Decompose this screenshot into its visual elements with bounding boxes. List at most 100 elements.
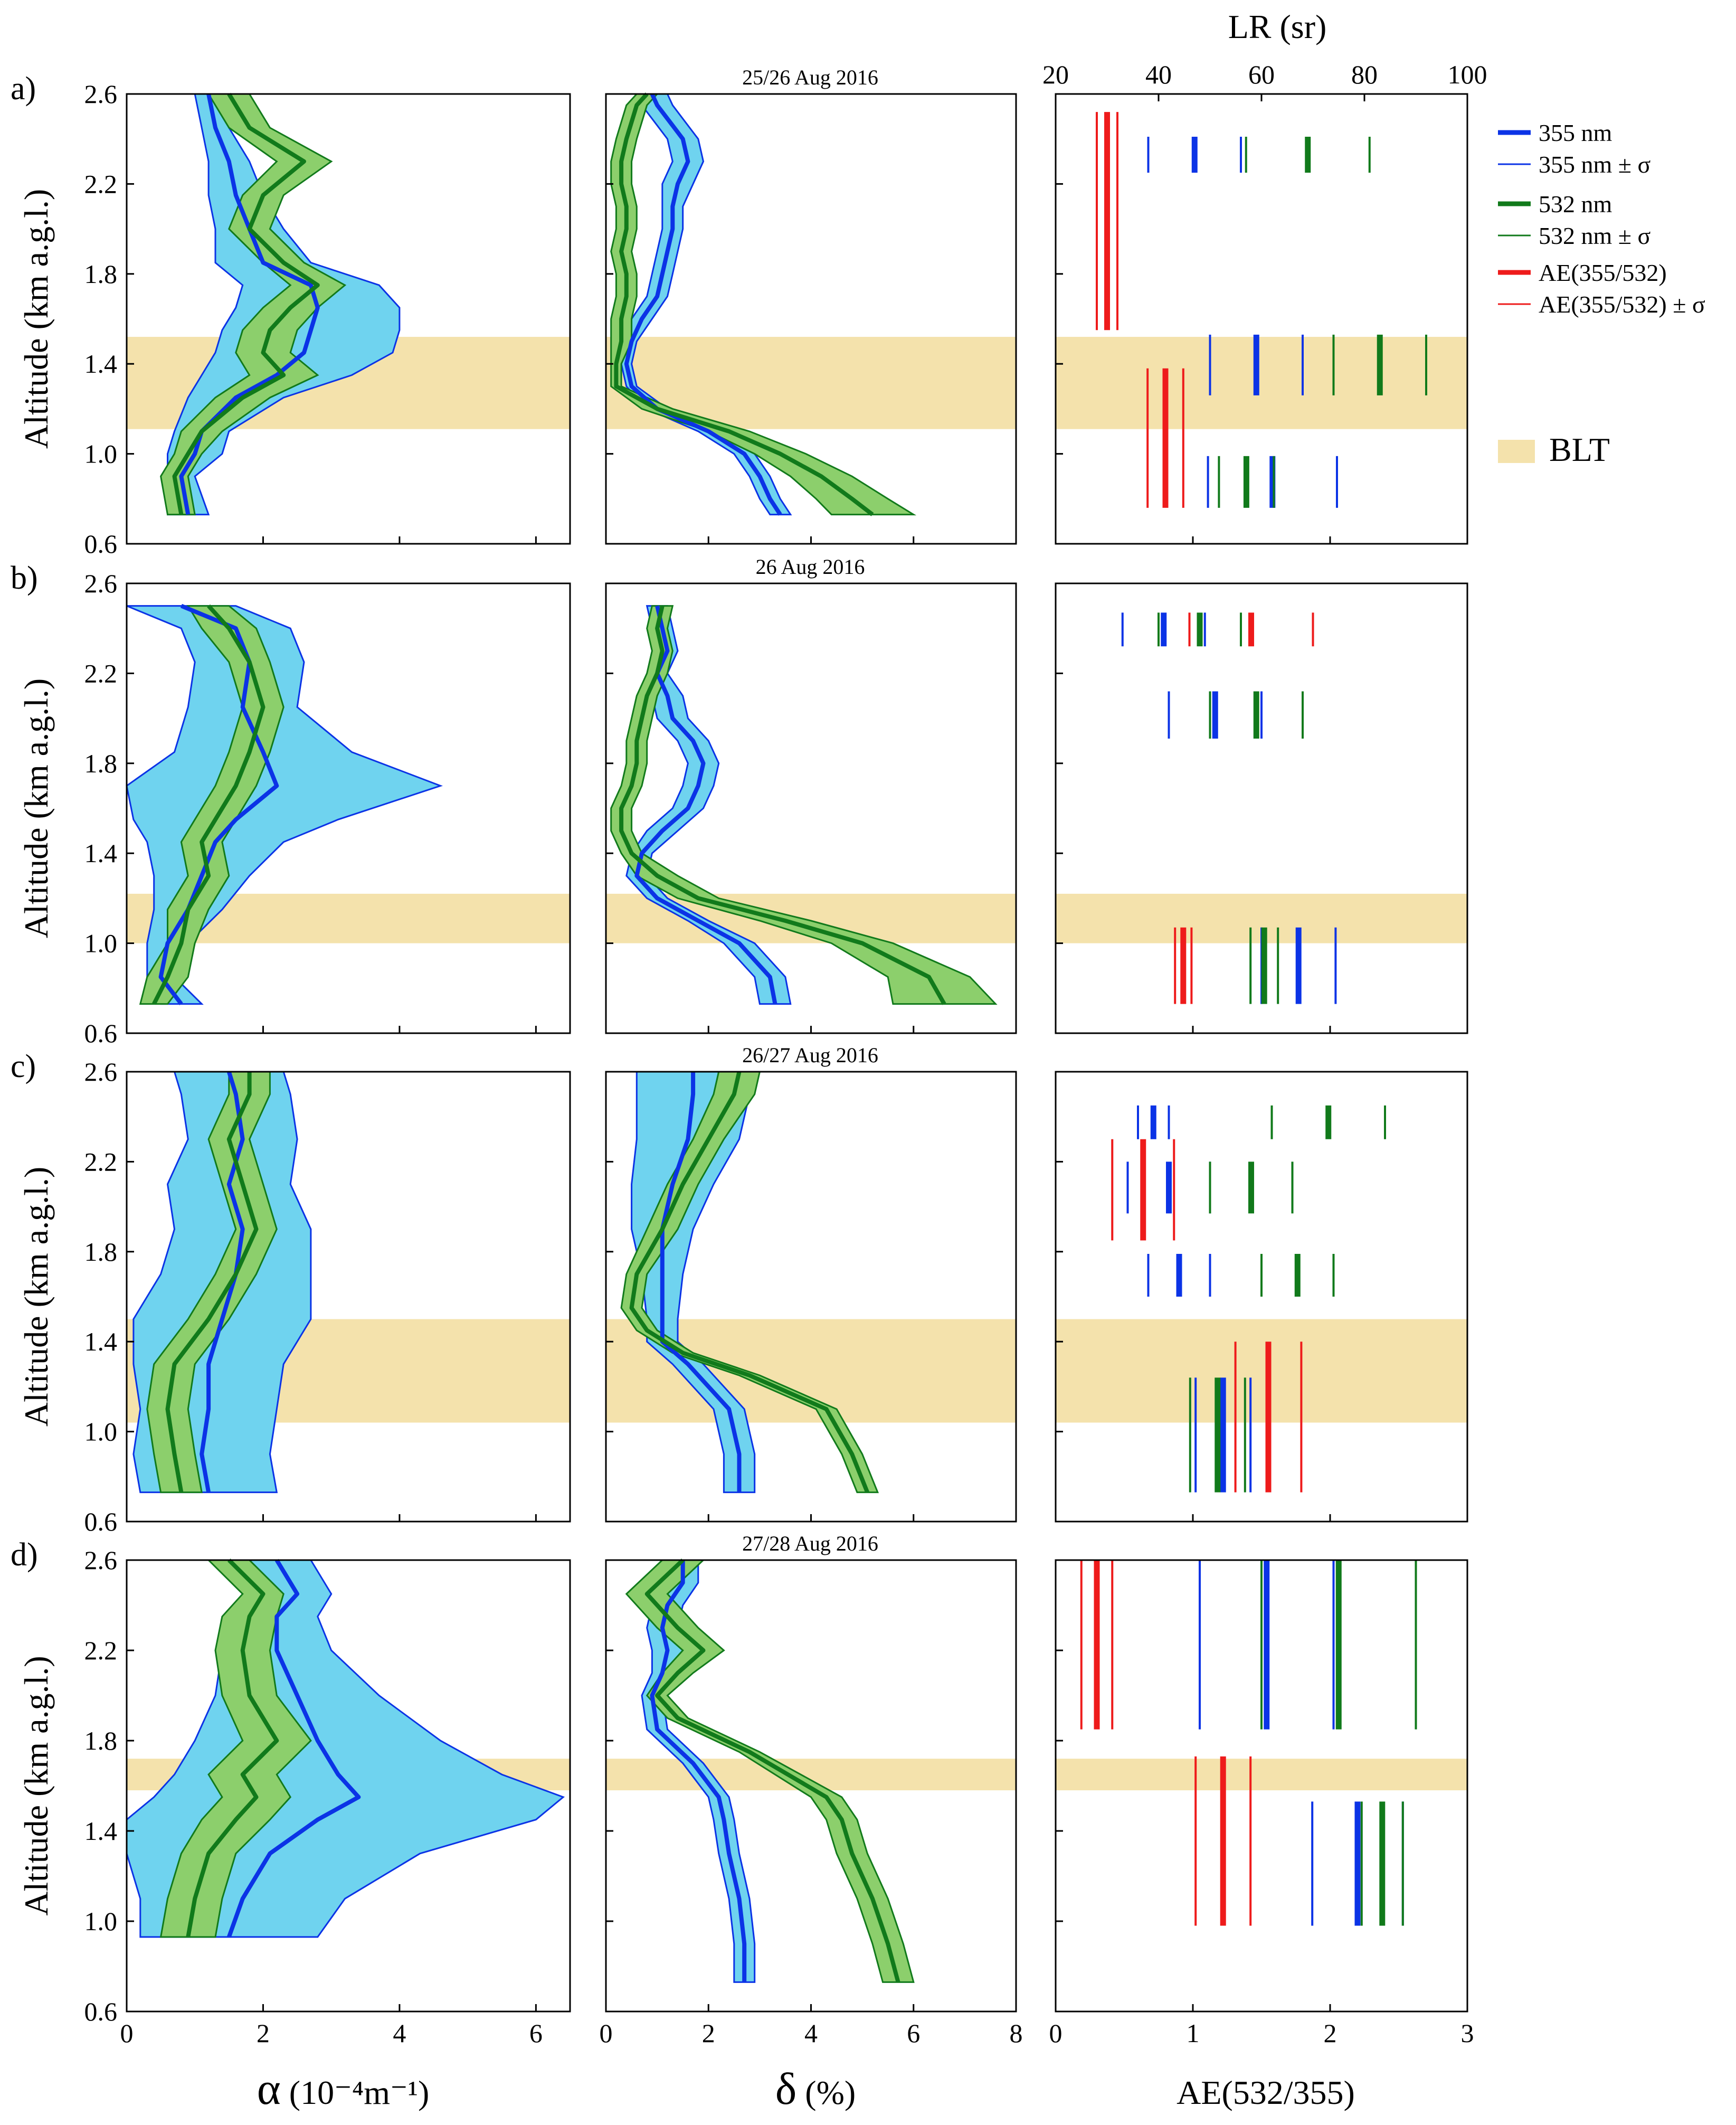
alpha-panel: 0 2 4 6 — [120, 1559, 571, 2048]
y-tick-label: 1.4 — [84, 1816, 118, 1846]
y-tick-label: 2.2 — [84, 1147, 118, 1176]
y-axis-label: Altitude (km a.g.l.) — [17, 1167, 55, 1427]
y-tick-label: 1.4 — [84, 1327, 118, 1356]
series-355-line — [624, 93, 782, 516]
panel-frame — [1055, 1559, 1468, 2013]
series-532-line — [614, 92, 874, 516]
y-tick-label: 1.8 — [84, 259, 118, 289]
y-tick-label: 1.8 — [84, 1237, 118, 1267]
y-axis-label: Altitude (km a.g.l.) — [17, 189, 55, 449]
y-tick-label: 1.8 — [84, 749, 118, 778]
y-tick-label: 2.6 — [84, 1545, 118, 1575]
alpha-xlabel: α (10⁻⁴m⁻¹) — [257, 2063, 430, 2114]
y-tick-label: 2.6 — [84, 1057, 118, 1087]
series-532-line — [172, 92, 320, 515]
y-axis-label: Altitude (km a.g.l.) — [17, 678, 55, 938]
row-d: d) Altitude (km a.g.l.) 27/28 Aug 2016 0.6 1… — [11, 1532, 1474, 2048]
panel-frame — [126, 582, 571, 1034]
y-tick-label: 1.0 — [84, 929, 118, 958]
delta-panel — [605, 92, 1017, 545]
y-axis-label: Altitude (km a.g.l.) — [17, 1656, 55, 1915]
x-tick-label: 6 — [907, 2018, 920, 2048]
lr-tick-label: 60 — [1248, 60, 1275, 89]
ae-xlabel: AE(532/355) — [1177, 2074, 1355, 2111]
series-355-line — [660, 1072, 742, 1493]
alpha-panel — [126, 1071, 571, 1523]
legend-label: 355 nm — [1539, 119, 1612, 146]
lr-tick-label: 80 — [1351, 60, 1378, 89]
x-tick-label: 2 — [702, 2018, 715, 2048]
legend-label: 532 nm ± σ — [1539, 222, 1651, 249]
series-532-sigma-band — [139, 605, 284, 1005]
y-tick-label: 1.8 — [84, 1726, 118, 1755]
y-tick-label: 2.6 — [84, 569, 118, 598]
legend-blt-swatch — [1498, 440, 1535, 463]
ae-panel — [1055, 1071, 1468, 1523]
series-532-line — [619, 605, 946, 1005]
y-tick-label: 2.2 — [84, 169, 118, 199]
x-tick-label: 4 — [393, 2018, 406, 2048]
legend-label: 355 nm ± σ — [1539, 151, 1651, 178]
panel-frame — [126, 1559, 571, 2013]
x-tick-label: 0 — [600, 2018, 613, 2048]
x-tick-label: 0 — [1049, 2018, 1063, 2048]
legend-label: 532 nm — [1539, 191, 1612, 218]
x-tick-label: 1 — [1187, 2018, 1200, 2048]
x-tick-label: 8 — [1010, 2018, 1023, 2048]
legend-label: AE(355/532) ± σ — [1539, 291, 1705, 318]
x-tick-label: 6 — [529, 2018, 543, 2048]
row-c: c) Altitude (km a.g.l.) 26/27 Aug 2016 0.6 1… — [11, 1043, 1468, 1536]
panel-frame — [126, 1071, 571, 1523]
row-label: b) — [11, 560, 38, 596]
blt-band — [1056, 1319, 1467, 1423]
blt-band — [1056, 1759, 1467, 1791]
y-tick-label: 0.6 — [84, 529, 118, 559]
x-tick-label: 0 — [120, 2018, 134, 2048]
legend-label: AE(355/532) — [1539, 259, 1667, 286]
legend: 355 nm 355 nm ± σ 532 nm 532 nm ± σ AE(355/5… — [1498, 119, 1705, 468]
panel-frame — [126, 93, 571, 545]
y-tick-label: 1.0 — [84, 1417, 118, 1447]
series-355-line — [227, 1559, 361, 1938]
alpha-panel — [126, 92, 571, 545]
series-532-line — [629, 1071, 870, 1494]
ae-panel: 0 1 2 3 — [1049, 1559, 1474, 2048]
y-tick-label: 2.2 — [84, 1636, 118, 1665]
series-355-sigma-band — [631, 1071, 756, 1494]
blt-band — [1056, 337, 1467, 429]
alpha-panel — [126, 582, 571, 1034]
row-a: a) Altitude (km a.g.l.) 25/26 Aug 2016 0.6 1… — [11, 60, 1487, 559]
row-label: d) — [11, 1537, 38, 1573]
delta-panel — [605, 1071, 1017, 1523]
delta-panel — [605, 582, 1017, 1034]
series-355-line — [179, 93, 320, 515]
lr-tick-label: 40 — [1145, 60, 1172, 89]
panel-date: 26 Aug 2016 — [756, 555, 865, 579]
lr-tick-label: 20 — [1042, 60, 1069, 89]
x-tick-label: 3 — [1461, 2018, 1474, 2048]
row-label: c) — [11, 1049, 36, 1084]
x-tick-label: 2 — [1324, 2018, 1337, 2048]
panel-date: 25/26 Aug 2016 — [742, 65, 878, 89]
series-532-line — [186, 1559, 279, 1938]
series-532-line — [644, 1559, 900, 1983]
panel-frame — [1055, 1071, 1468, 1523]
y-tick-label: 1.4 — [84, 349, 118, 379]
panel-date: 27/28 Aug 2016 — [742, 1532, 878, 1555]
panel-grid: a) Altitude (km a.g.l.) 25/26 Aug 2016 0.6 1… — [11, 60, 1487, 2048]
y-tick-label: 1.4 — [84, 838, 118, 868]
row-b: b) Altitude (km a.g.l.) 26 Aug 2016 0.6 1.0 1… — [11, 555, 1468, 1048]
y-tick-label: 2.2 — [84, 658, 118, 688]
series-532-line — [152, 604, 265, 1005]
panel-date: 26/27 Aug 2016 — [742, 1043, 878, 1067]
legend-label: BLT — [1549, 431, 1610, 468]
delta-panel: 0 2 4 6 8 — [600, 1559, 1023, 2048]
x-tick-label: 4 — [804, 2018, 818, 2048]
series-532-line — [165, 1072, 259, 1493]
series-532-sigma-band — [610, 605, 998, 1005]
row-label: a) — [11, 71, 36, 107]
y-tick-label: 0.6 — [84, 1018, 118, 1048]
panel-frame — [1055, 582, 1468, 1034]
x-tick-label: 2 — [257, 2018, 270, 2048]
